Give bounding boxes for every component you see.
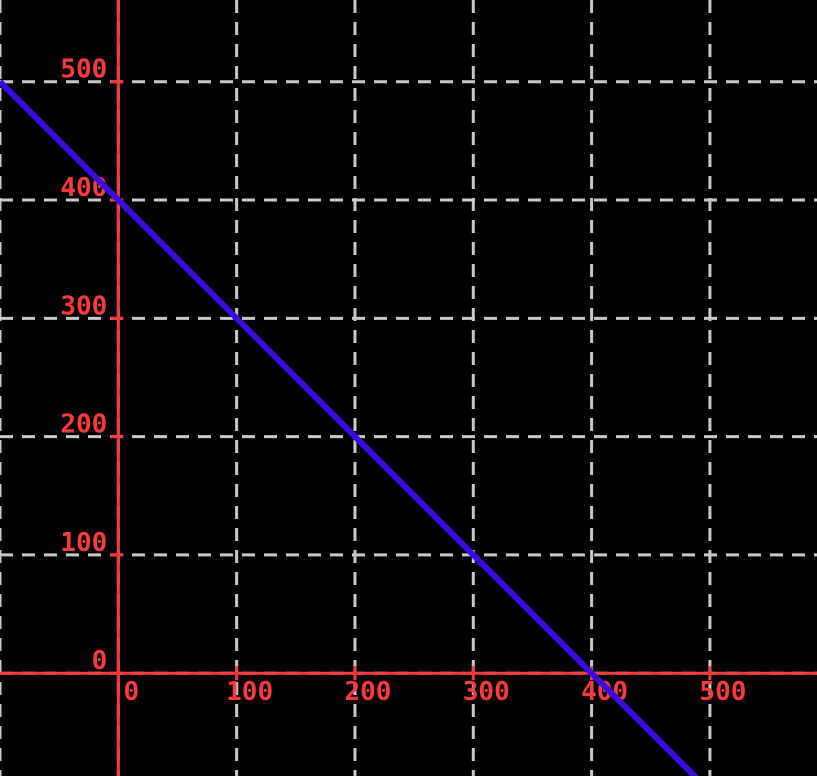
y-tick-label: 300 [60,291,107,321]
x-tick-label: 0 [123,677,139,707]
data-line [0,79,699,776]
y-tick-label: 400 [60,173,107,203]
y-tick-label: 200 [60,410,107,440]
x-tick-label: 100 [226,677,273,707]
y-tick-label: 0 [92,646,108,676]
y-tick-label: 500 [60,55,107,85]
x-tick-label: 300 [463,677,510,707]
x-tick-label: 500 [699,677,746,707]
y-tick-label: 100 [60,528,107,558]
x-tick-label: 200 [344,677,391,707]
